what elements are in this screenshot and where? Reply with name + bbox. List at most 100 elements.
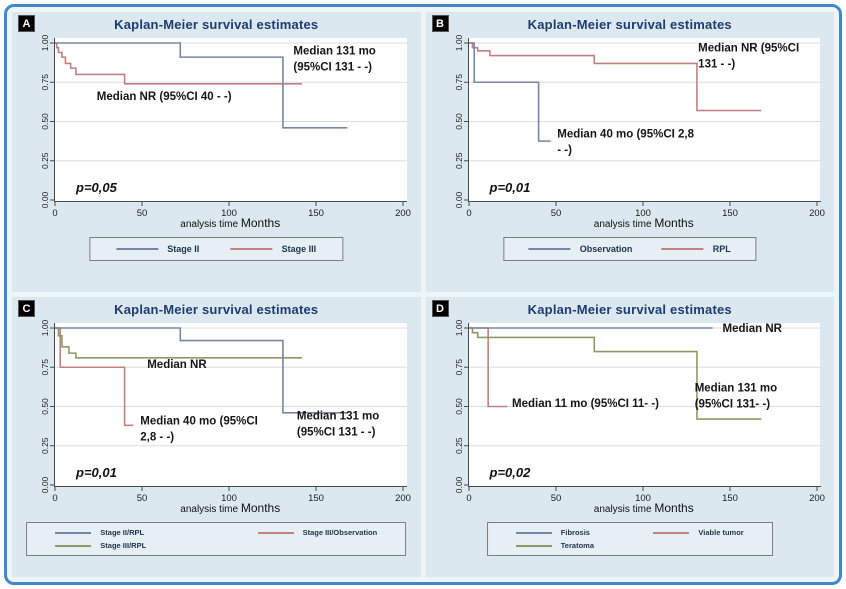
legend-line-sample — [653, 531, 690, 534]
x-tick-label: 200 — [809, 208, 825, 219]
y-tick-label: 0.00 — [40, 191, 50, 208]
y-tick-label: 0.00 — [40, 476, 50, 493]
annotation: Median NR — [722, 323, 782, 336]
y-tick-label: 0.75 — [40, 359, 50, 376]
legend-line-sample — [515, 544, 552, 547]
x-axis-label-big: Months — [240, 501, 281, 515]
legend-line-sample — [55, 531, 92, 534]
legend: Observation RPL — [503, 237, 757, 261]
legend-item-rpl: RPL — [661, 244, 731, 254]
y-tick-label: 0.25 — [40, 437, 50, 454]
x-axis-label-big: Months — [654, 216, 694, 230]
plot-area: p=0,01 0.00 0.25 0.50 0.75 1.00 0 50 100 150 200 M… — [454, 34, 825, 219]
y-tick-label: 1.00 — [40, 34, 50, 51]
y-tick-label: 0.25 — [40, 152, 50, 169]
y-tick-label: 0.75 — [454, 74, 464, 91]
series-stage-iii — [55, 42, 303, 85]
legend: Stage II Stage III — [89, 237, 343, 261]
x-axis-label-small: analysis time — [593, 219, 652, 230]
x-tick-label: 100 — [635, 493, 651, 504]
legend-item-stage-ii-rpl: Stage II/RPL — [55, 528, 146, 537]
y-tick-label: 0.50 — [40, 398, 50, 415]
plot-area: p=0,02 0.00 0.25 0.50 0.75 1.00 0 50 100 150 200 M… — [454, 319, 825, 504]
annotation: Median 40 mo (95%CI 2,8 - -) — [557, 128, 695, 157]
annotation: Median NR (95%CI 131 - -) — [698, 42, 800, 71]
km-plot-svg: 0.00 0.25 0.50 0.75 1.00 0 50 100 150 200 — [40, 319, 411, 504]
legend-item-stage-iii-rpl: Stage III/RPL — [55, 541, 146, 550]
panel-b: B Kaplan-Meier survival estimates p=0,01… — [425, 12, 834, 292]
legend-item-viable-tumor: Viable tumor — [653, 528, 744, 537]
y-tick-label: 1.00 — [40, 319, 50, 336]
x-tick-label: 100 — [635, 208, 651, 219]
legend-item-stage-iii-observation: Stage III/Observation — [257, 528, 378, 537]
km-plot-svg: 0.00 0.25 0.50 0.75 1.00 0 50 100 150 200 — [40, 34, 411, 219]
x-axis-label-small: analysis time — [593, 504, 652, 515]
y-tick-label: 0.50 — [454, 113, 464, 130]
x-tick-label: 0 — [466, 493, 471, 504]
x-tick-label: 150 — [308, 493, 324, 504]
legend-column: Stage II/RPL Stage III/RPL — [55, 528, 146, 550]
x-tick-label: 50 — [550, 208, 561, 219]
x-axis-label-big: Months — [654, 501, 694, 515]
legend: Stage II/RPL Stage III/RPL Stage III/Obser… — [26, 522, 407, 556]
km-plot-svg: 0.00 0.25 0.50 0.75 1.00 0 50 100 150 200 — [454, 34, 825, 219]
chart-title: Kaplan-Meier survival estimates — [114, 302, 319, 317]
annotation: Median 40 mo (95%CI 2,8 - -) — [140, 415, 258, 444]
y-tick-label: 0.50 — [454, 398, 464, 415]
panel-a: A Kaplan-Meier survival estimates p=0,05… — [12, 12, 421, 292]
x-axis-label: analysis time Months — [54, 216, 407, 230]
km-plot-svg: 0.00 0.25 0.50 0.75 1.00 0 50 100 150 200 — [454, 319, 825, 504]
legend-line-sample — [515, 531, 552, 534]
y-tick-label: 1.00 — [454, 319, 464, 336]
y-tick-label: 0.00 — [454, 191, 464, 208]
x-tick-label: 150 — [308, 208, 324, 219]
plot-area: p=0,01 0.00 0.25 0.50 0.75 1.00 0 50 100 150 200 M… — [40, 319, 411, 504]
y-tick-label: 0.25 — [454, 152, 464, 169]
legend-label: Stage III/RPL — [100, 541, 147, 550]
p-value: p=0,01 — [489, 180, 531, 195]
x-tick-label: 50 — [137, 208, 148, 219]
x-axis-label: analysis time Months — [468, 501, 821, 515]
legend-label: Stage II — [167, 244, 200, 254]
panel-letter-a: A — [19, 16, 34, 31]
y-tick-label: 1.00 — [454, 34, 464, 51]
legend-item-stage-iii: Stage III — [230, 244, 317, 254]
series-stage-ii-rpl — [55, 327, 348, 414]
annotation: Median 131 mo (95%CI 131- -) — [694, 382, 778, 411]
y-tick-label: 0.75 — [454, 359, 464, 376]
legend-column: Stage III/Observation — [257, 528, 378, 537]
x-tick-label: 0 — [466, 208, 471, 219]
legend-column: Viable tumor — [653, 528, 744, 537]
annotation: Median 11 mo (95%CI 11- -) — [512, 398, 659, 411]
x-tick-label: 100 — [221, 493, 237, 504]
series-stage-iii-observation — [55, 327, 134, 427]
legend-column: Fibrosis Teratoma — [515, 528, 594, 550]
legend-line-sample — [661, 248, 704, 250]
chart-title: Kaplan-Meier survival estimates — [527, 302, 732, 317]
panel-letter-d: D — [432, 301, 448, 316]
legend-label: Teratoma — [560, 541, 594, 550]
plot-area: p=0,05 0.00 0.25 0.50 0.75 1.00 0 50 100 150 200 M… — [40, 34, 411, 219]
x-tick-label: 200 — [809, 493, 825, 504]
panel-grid: A Kaplan-Meier survival estimates p=0,05… — [12, 12, 834, 577]
legend: Fibrosis Teratoma Viable tumor — [486, 522, 773, 556]
series-rpl — [468, 42, 761, 112]
x-tick-label: 200 — [395, 493, 411, 504]
y-tick-label: 0.50 — [40, 113, 50, 130]
legend-line-sample — [116, 248, 159, 250]
legend-line-sample — [230, 248, 273, 250]
legend-label: Stage III/Observation — [302, 528, 378, 537]
figure-frame: A Kaplan-Meier survival estimates p=0,05… — [4, 4, 842, 585]
legend-label: Stage II/RPL — [100, 528, 145, 537]
x-axis-label-small: analysis time — [180, 504, 239, 515]
y-tick-label: 0.25 — [454, 437, 464, 454]
series-observation — [468, 42, 551, 142]
legend-label: Viable tumor — [698, 528, 744, 537]
legend-label: Stage III — [281, 244, 317, 254]
p-value: p=0,05 — [76, 180, 117, 195]
p-value: p=0,01 — [76, 465, 117, 480]
x-tick-label: 0 — [52, 208, 57, 219]
panel-d: D Kaplan-Meier survival estimates p=0,02… — [425, 297, 834, 577]
panel-c: C Kaplan-Meier survival estimates p=0,01… — [12, 297, 421, 577]
y-tick-label: 0.00 — [454, 476, 464, 493]
